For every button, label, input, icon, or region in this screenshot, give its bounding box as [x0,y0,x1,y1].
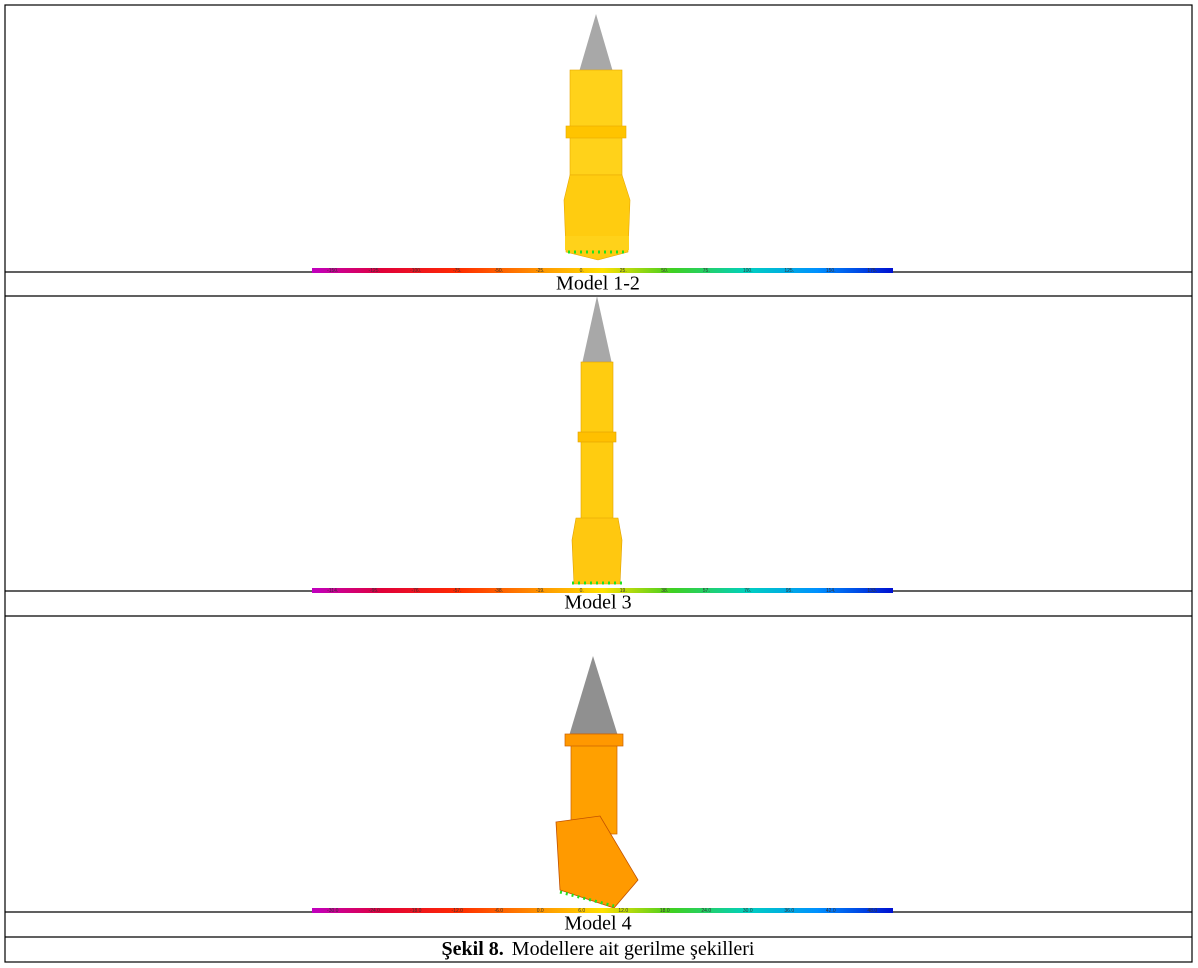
scale-label: -100. [410,268,421,274]
caption: Model 1-2 [556,273,640,295]
figure-text: Modellere ait gerilme şekilleri [512,938,755,960]
scale-label: -150. [327,268,338,274]
figure-caption: Şekil 8. Modellere ait gerilme şekilleri [442,938,755,960]
scale-label: 95. [786,588,793,594]
scale-label: 38. [661,588,668,594]
caption: Model 3 [564,592,631,614]
scale-label: 42.0 [826,908,836,914]
scale-label: -57. [453,588,462,594]
scale-label: 125. [784,268,794,274]
scale-label: 76. [744,588,751,594]
scale-label: 48.0 [867,908,877,914]
scale-label: 114. [826,588,835,594]
scale-label: -50. [494,268,503,274]
scale-label: -6.0 [494,908,503,914]
scale-label: -30.0 [327,908,339,914]
minaret-model-1-2 [564,14,630,260]
scale-label: -38. [494,588,503,594]
scale-label: -95. [370,588,379,594]
scale-label: -12.0 [452,908,464,914]
scale-label: -19. [536,588,545,594]
scale-label: -76. [411,588,420,594]
scale-label: -125. [369,268,380,274]
scale-label: 18.0 [660,908,670,914]
caption: Model 4 [564,913,631,935]
scale-label: -24.0 [369,908,381,914]
scale-label: 175. [867,268,877,274]
scale-label: 36.0 [784,908,794,914]
scale-label: 24.0 [701,908,711,914]
minaret-model-3 [572,296,622,584]
scale-label: 0.0 [537,908,544,914]
scale-label: -18.0 [410,908,422,914]
minaret-model-4 [556,656,638,908]
scale-label: 50. [661,268,668,274]
page: -150.-125.-100.-75.-50.-25.0.25.50.75.10… [0,0,1198,968]
scale-label: -75. [453,268,462,274]
scale-label: 133. [867,588,877,594]
scale-label: -114. [327,588,338,594]
scale-label: 57. [703,588,710,594]
scale-label: 100. [743,268,753,274]
scale-label: 150. [826,268,836,274]
scale-label: 30.0 [743,908,753,914]
figure-label: Şekil 8. [442,938,504,960]
scale-label: -25. [536,268,545,274]
scale-label: 75. [703,268,710,274]
